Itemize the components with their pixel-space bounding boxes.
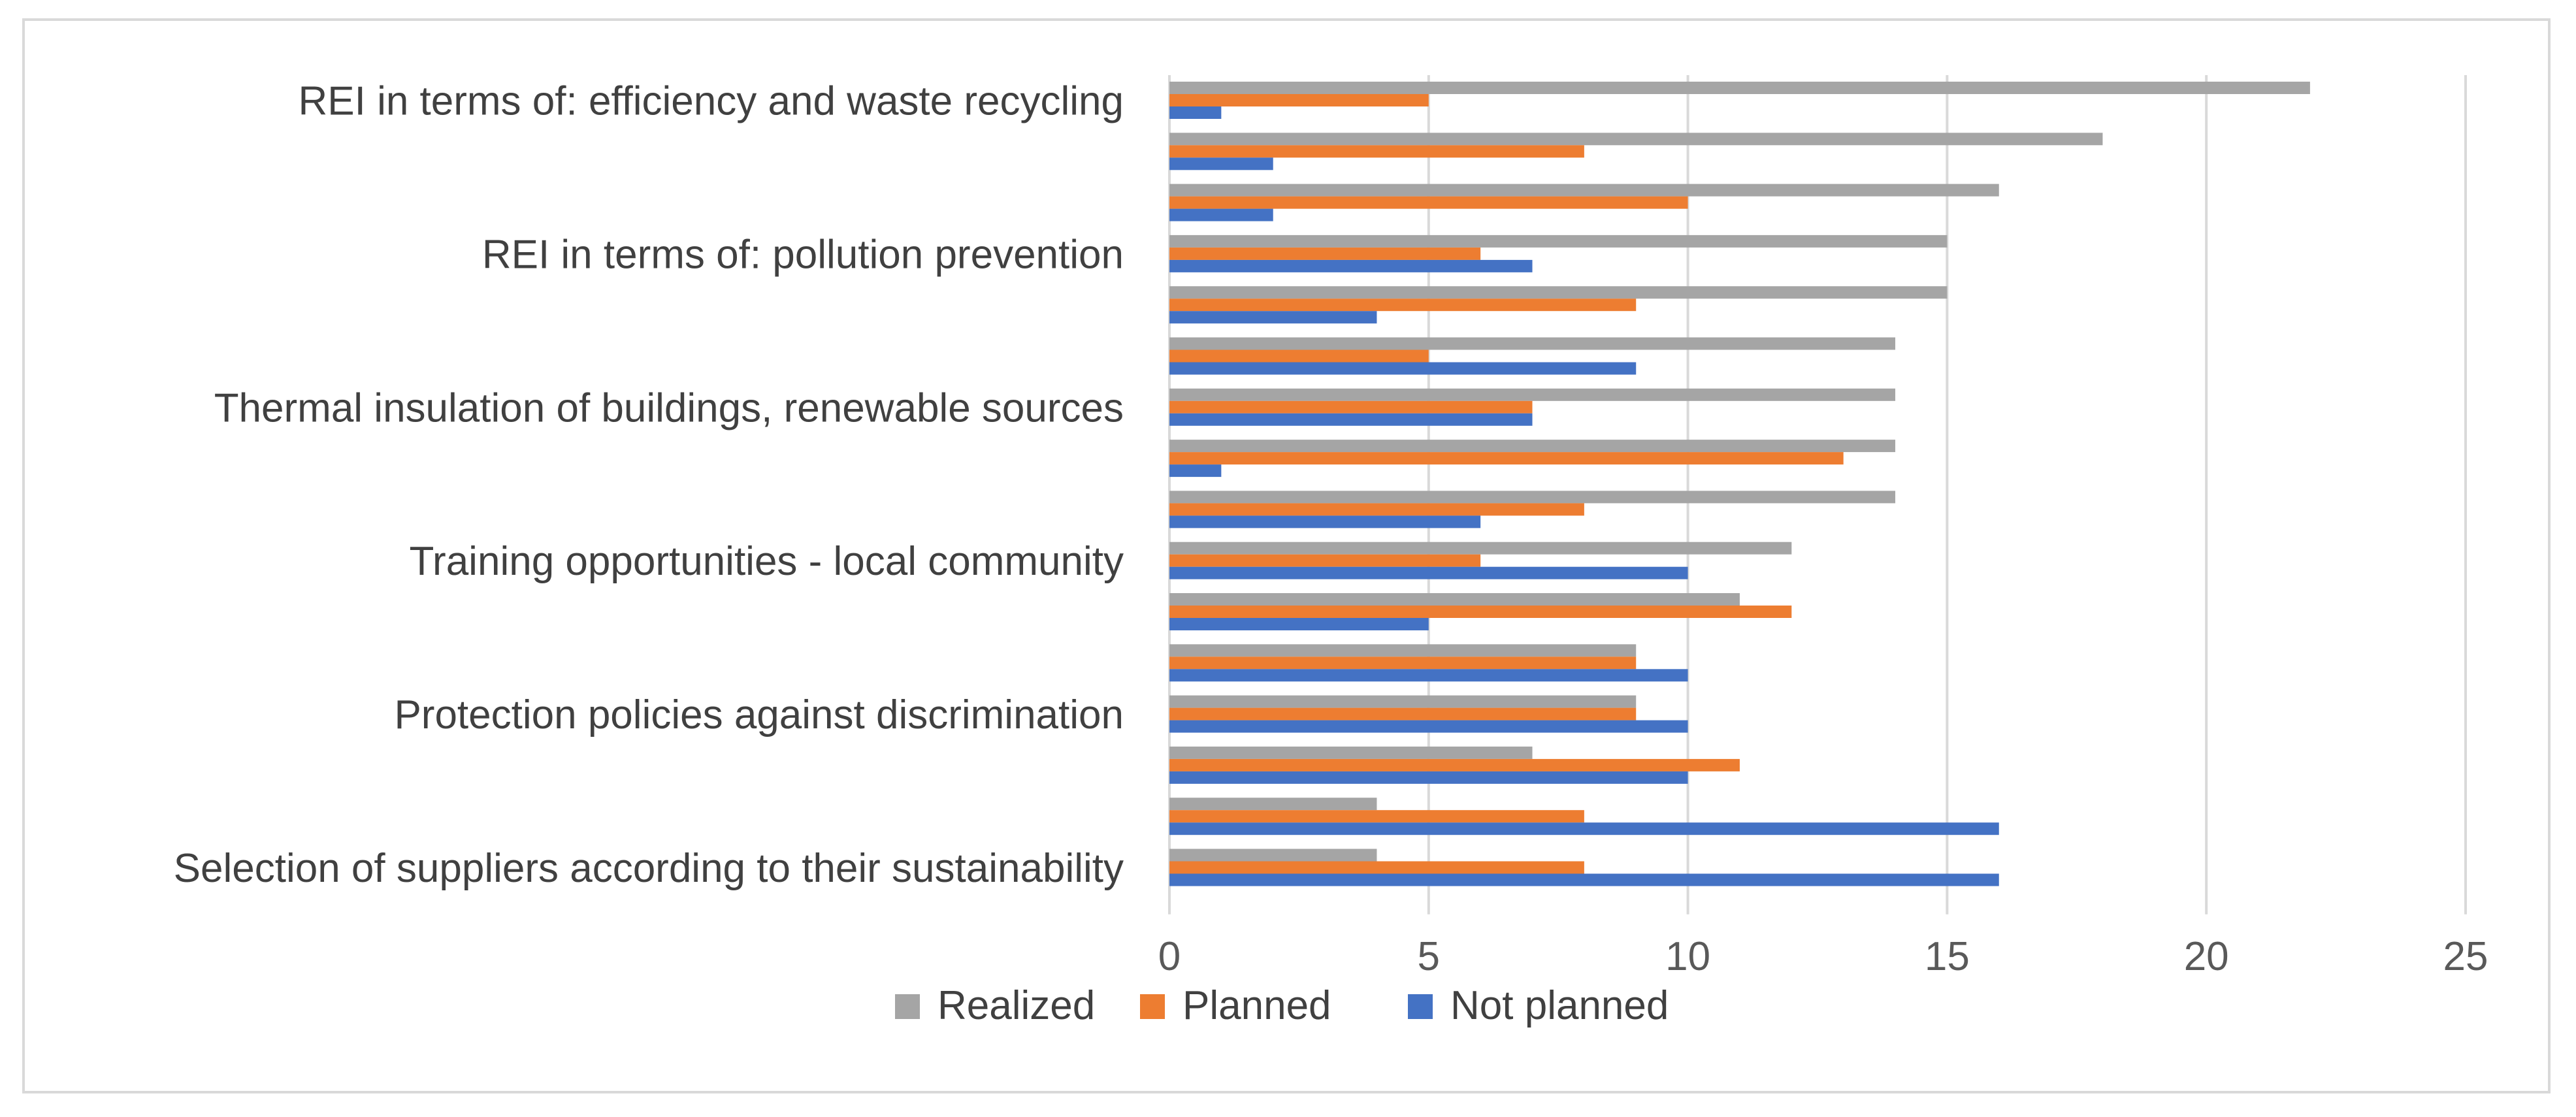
bar-planned-15 <box>1169 810 1584 823</box>
category-labels: REI in terms of: efficiency and waste re… <box>174 79 1124 892</box>
bar-realized-16 <box>1169 849 1377 862</box>
bar-realized-10 <box>1169 542 1792 555</box>
bar-not-planned-6 <box>1169 362 1637 375</box>
bars-layer <box>1169 82 2310 886</box>
legend: Realized Planned Not planned <box>895 983 1669 1028</box>
x-tick-label-25: 25 <box>2443 934 2488 979</box>
category-label: Protection policies against discriminati… <box>394 692 1124 737</box>
bar-realized-3 <box>1169 184 1999 197</box>
bar-planned-4 <box>1169 247 1481 260</box>
bar-not-planned-11 <box>1169 618 1429 630</box>
category-label: Training opportunities - local community <box>409 539 1124 584</box>
bar-not-planned-1 <box>1169 106 1222 119</box>
bar-planned-16 <box>1169 861 1584 874</box>
bar-not-planned-3 <box>1169 208 1273 221</box>
x-tick-label-15: 15 <box>1925 934 1970 979</box>
bar-realized-2 <box>1169 133 2103 146</box>
bar-realized-12 <box>1169 644 1637 657</box>
bar-planned-1 <box>1169 94 1429 106</box>
legend-swatch-not-planned <box>1408 994 1433 1019</box>
bar-planned-14 <box>1169 758 1740 771</box>
bar-not-planned-10 <box>1169 566 1688 579</box>
bar-planned-9 <box>1169 503 1584 516</box>
x-axis-ticks: 0 5 10 15 20 25 <box>1158 934 2488 979</box>
bar-not-planned-5 <box>1169 311 1377 324</box>
bar-realized-14 <box>1169 746 1533 759</box>
legend-label-planned: Planned <box>1182 983 1331 1028</box>
bar-realized-5 <box>1169 286 1948 299</box>
bar-planned-11 <box>1169 606 1792 618</box>
bar-realized-11 <box>1169 593 1740 606</box>
legend-swatch-realized <box>895 994 920 1019</box>
bar-planned-12 <box>1169 656 1637 670</box>
bar-planned-13 <box>1169 707 1637 720</box>
bar-not-planned-9 <box>1169 515 1481 528</box>
bar-planned-10 <box>1169 554 1481 567</box>
x-tick-label-5: 5 <box>1418 934 1440 979</box>
bar-not-planned-15 <box>1169 822 1999 835</box>
bar-not-planned-12 <box>1169 669 1688 682</box>
bar-not-planned-16 <box>1169 873 1999 886</box>
bar-not-planned-13 <box>1169 720 1688 733</box>
x-tick-label-0: 0 <box>1158 934 1181 979</box>
bar-realized-7 <box>1169 388 1896 401</box>
legend-label-realized: Realized <box>937 983 1095 1028</box>
legend-swatch-planned <box>1140 994 1165 1019</box>
legend-label-not-planned: Not planned <box>1450 983 1669 1028</box>
bar-not-planned-4 <box>1169 259 1533 272</box>
bar-not-planned-2 <box>1169 157 1273 170</box>
category-label: REI in terms of: pollution prevention <box>482 232 1124 277</box>
bar-realized-15 <box>1169 798 1377 811</box>
bar-realized-1 <box>1169 82 2310 94</box>
category-label: Selection of suppliers according to thei… <box>174 846 1124 891</box>
bar-planned-5 <box>1169 299 1637 312</box>
bar-realized-9 <box>1169 491 1896 504</box>
x-tick-label-20: 20 <box>2184 934 2229 979</box>
bar-realized-13 <box>1169 695 1637 708</box>
category-label: Thermal insulation of buildings, renewab… <box>214 385 1124 430</box>
bar-planned-3 <box>1169 196 1688 209</box>
bar-planned-7 <box>1169 400 1533 413</box>
x-tick-label-10: 10 <box>1665 934 1710 979</box>
bar-planned-6 <box>1169 349 1429 363</box>
bar-not-planned-7 <box>1169 413 1533 426</box>
bar-not-planned-14 <box>1169 771 1688 784</box>
bar-realized-6 <box>1169 337 1896 350</box>
category-label: REI in terms of: efficiency and waste re… <box>299 79 1124 124</box>
bar-not-planned-8 <box>1169 464 1222 478</box>
bar-realized-8 <box>1169 440 1896 453</box>
bar-realized-4 <box>1169 235 1948 248</box>
bar-planned-2 <box>1169 145 1584 158</box>
bar-planned-8 <box>1169 452 1844 465</box>
